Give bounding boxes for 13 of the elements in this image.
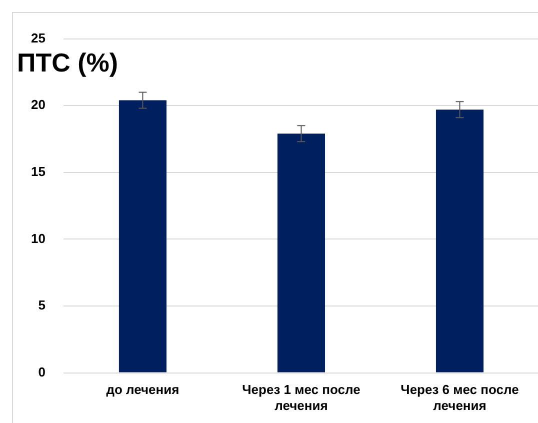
x-tick-label: до лечения <box>106 382 180 398</box>
y-tick-label: 25 <box>30 30 46 46</box>
bar <box>277 134 326 372</box>
x-tick-label: Через 6 мес после лечения <box>400 382 519 413</box>
chart-title: ПТС (%) <box>17 47 118 78</box>
y-tick-label: 15 <box>30 164 46 179</box>
y-tick-label: 0 <box>38 364 46 380</box>
y-tick-label: 10 <box>30 230 46 246</box>
y-tick-label: 5 <box>38 298 46 313</box>
bar <box>118 100 166 372</box>
y-tick-label: 20 <box>30 97 46 112</box>
bar <box>436 110 484 372</box>
x-tick-label: Через 1 мес после лечения <box>242 382 360 413</box>
